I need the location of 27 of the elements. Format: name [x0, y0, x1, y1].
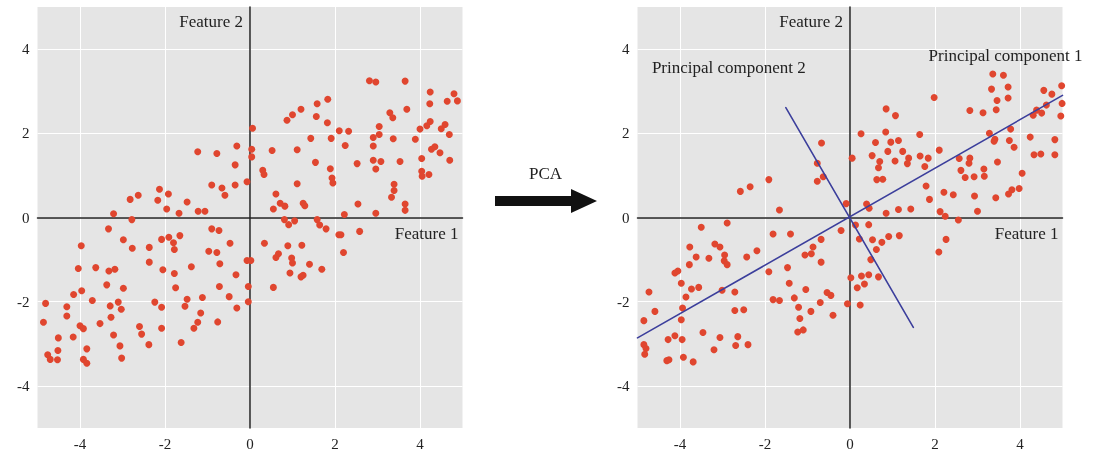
x-axis-title: Feature 1 [394, 224, 459, 243]
y-tick-label: 4 [22, 41, 30, 58]
x-tick-label: 2 [931, 435, 939, 452]
x-tick-label: 4 [1016, 435, 1025, 452]
text: Principal component 2 [651, 58, 806, 78]
x-axis-title: Feature 1 [994, 224, 1059, 243]
x-tick-label: -2 [758, 435, 772, 452]
y-tick-label: 2 [622, 125, 630, 142]
y-tick-label: -2 [617, 293, 630, 310]
text: PCA [528, 163, 563, 183]
y-tick-label: 0 [622, 209, 630, 226]
x-tick-label: -4 [673, 435, 687, 452]
y-tick-label: 4 [622, 41, 630, 58]
x-tick-label: -2 [158, 435, 172, 452]
x-tick-label: 0 [246, 435, 254, 452]
y-tick-label: 0 [22, 209, 30, 226]
y-axis-title: Feature 2 [779, 11, 843, 31]
x-tick-label: -4 [73, 435, 87, 452]
y-tick-label: 2 [22, 125, 30, 142]
y-tick-label: -2 [17, 293, 30, 310]
y-tick-label: -4 [617, 377, 630, 394]
x-tick-label: 4 [416, 435, 425, 452]
x-tick-label: 2 [331, 435, 339, 452]
text: Principal component 1 [928, 45, 1083, 65]
y-axis-title: Feature 2 [179, 11, 243, 31]
x-tick-label: 0 [846, 435, 854, 452]
y-tick-label: -4 [17, 377, 30, 394]
